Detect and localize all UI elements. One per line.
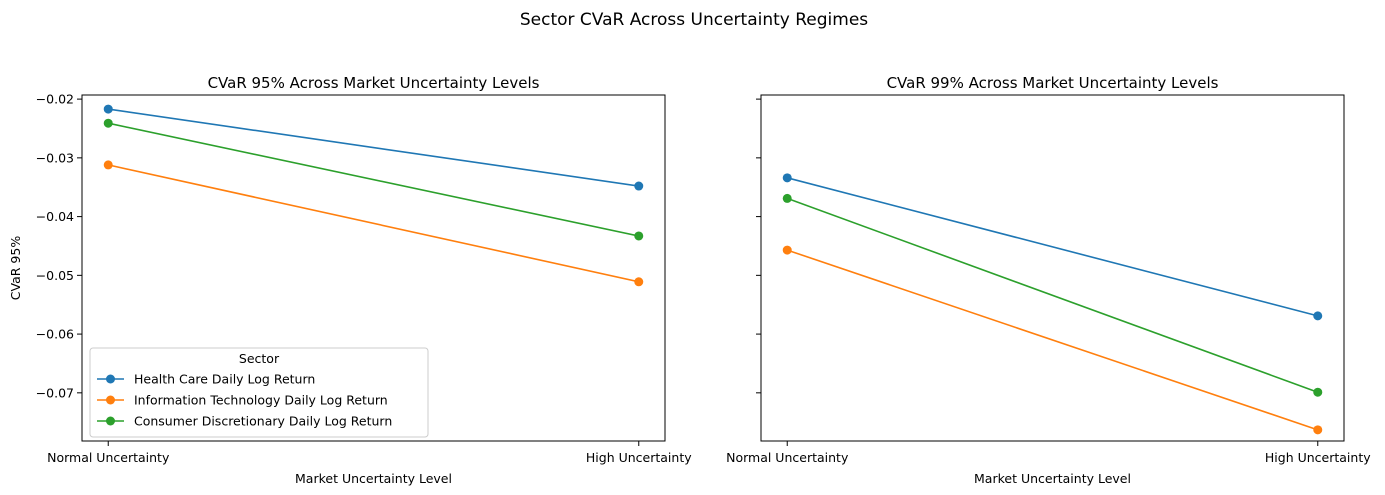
chart-panel-1: CVaR 95% Across Market Uncertainty Level… [8,74,692,486]
data-point [103,118,113,128]
data-point [103,104,113,114]
y-tick-label: −0.02 [36,92,74,107]
data-point [782,193,792,203]
y-tick-label: −0.03 [36,150,74,165]
series-line-1 [108,108,639,187]
series-line-2 [108,164,639,283]
y-tick-label: −0.06 [36,327,74,342]
chart-panel-2: CVaR 99% Across Market Uncertainty Level… [726,74,1371,486]
data-point [782,245,792,255]
y-tick-label: −0.04 [36,209,74,224]
legend-swatch-marker [106,395,115,405]
x-tick-label: Normal Uncertainty [47,450,170,465]
y-tick-label: −0.05 [36,268,74,283]
series-line-2 [786,249,1319,431]
legend-box [89,347,429,438]
legend-swatch-marker [106,416,115,426]
plot-frame [760,94,1345,442]
data-point [1313,387,1323,397]
data-point [1313,425,1323,435]
legend-entry-label: Health Care Daily Log Return [134,372,315,387]
data-point [634,277,644,287]
data-point [1313,311,1323,321]
y-axis-label: CVaR 95% [8,236,23,301]
data-point [634,231,644,241]
legend-entry-label: Consumer Discretionary Daily Log Return [134,414,392,429]
series-line-1 [787,177,1318,317]
legend-swatch-marker [106,374,115,384]
x-axis-label: Market Uncertainty Level [974,471,1131,486]
data-point [103,160,113,170]
series-line-3 [108,122,639,237]
legend-entry-label: Information Technology Daily Log Return [134,393,388,408]
x-tick-label: High Uncertainty [586,450,692,465]
chart-title: CVaR 95% Across Market Uncertainty Level… [208,74,540,92]
data-point [634,181,644,191]
x-tick-label: Normal Uncertainty [726,450,849,465]
x-axis-label: Market Uncertainty Level [295,471,452,486]
legend-title: Sector [239,351,280,366]
plot-frame [81,94,666,442]
chart-title: CVaR 99% Across Market Uncertainty Level… [887,74,1219,92]
x-tick-label: High Uncertainty [1265,450,1371,465]
data-point [782,173,792,183]
y-tick-label: −0.07 [36,385,74,400]
figure-suptitle: Sector CVaR Across Uncertainty Regimes [520,10,868,30]
legend: Sector Health Care Daily Log Return Inform… [89,347,429,438]
series-line-3 [786,197,1319,393]
